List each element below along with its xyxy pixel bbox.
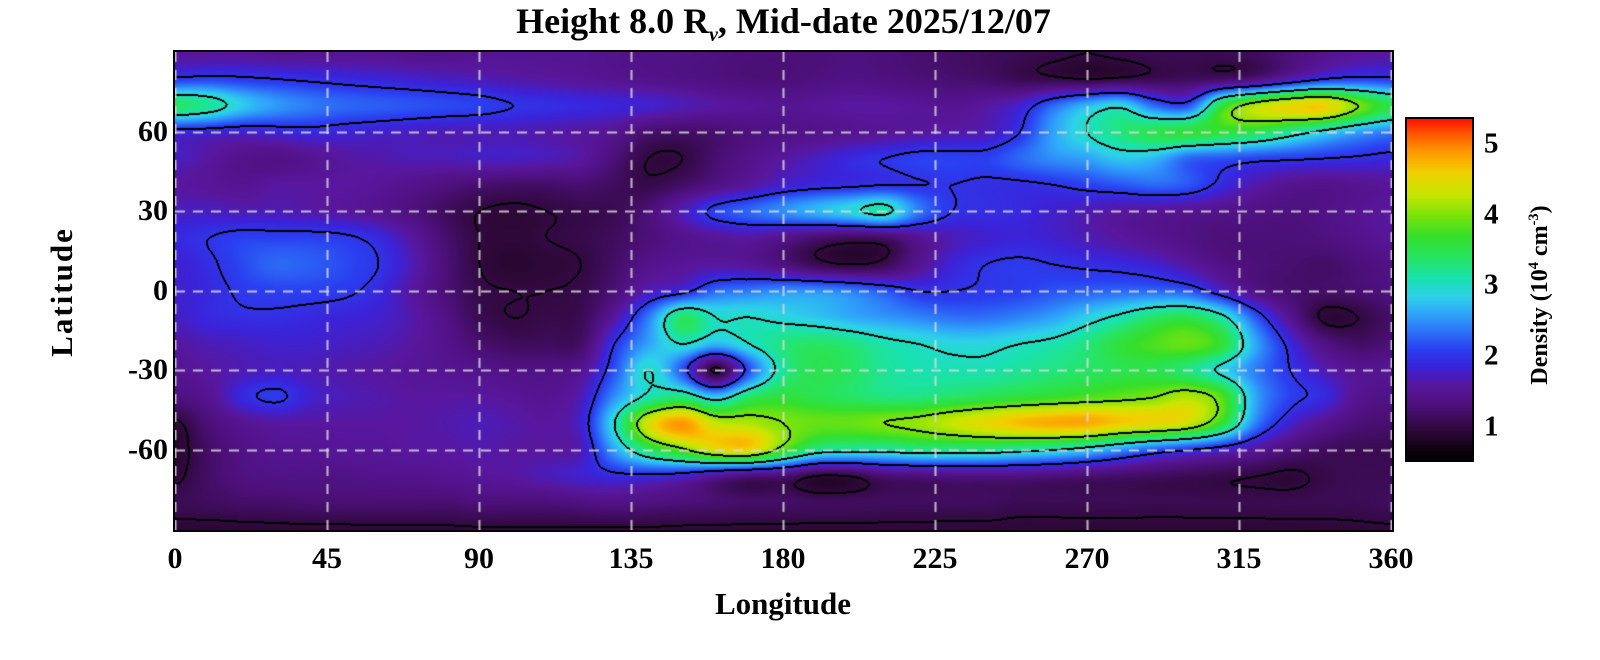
chart-title-date: , Mid-date 2025/12/07: [717, 1, 1051, 41]
chart-title-text: Height 8.0 R: [516, 1, 710, 41]
y-tick-label: 30: [138, 194, 168, 227]
colorbar-tick-label: 4: [1484, 198, 1499, 231]
y-tick-label: -60: [128, 432, 168, 466]
x-axis-title: Longitude: [714, 586, 852, 621]
chart-title-subscript: v: [709, 24, 718, 47]
x-tick-label: 315: [1216, 542, 1262, 575]
colorbar-title: Density (104 cm-3): [1526, 205, 1553, 385]
colorbar-tick-label: 1: [1484, 410, 1499, 443]
y-tick-label: 60: [138, 114, 168, 148]
x-tick-label: 0: [167, 542, 183, 575]
x-tick-label: 180: [760, 542, 806, 575]
plot-area: [173, 50, 1394, 532]
colorbar-tick-label: 3: [1484, 268, 1499, 301]
colorbar: [1405, 117, 1474, 462]
y-tick-label: -30: [128, 353, 168, 386]
y-tick-label: 0: [153, 273, 168, 307]
x-tick-label: 90: [464, 542, 494, 575]
chart-title: Height 8.0 Rv, Mid-date 2025/12/07: [175, 0, 1392, 47]
density-heatmap-canvas: [175, 52, 1392, 530]
colorbar-gradient-canvas: [1407, 119, 1472, 460]
colorbar-tick-label: 5: [1484, 127, 1499, 160]
x-tick-label: 225: [912, 542, 958, 575]
colorbar-tick-label: 2: [1484, 339, 1499, 372]
x-tick-label: 360: [1368, 542, 1414, 575]
x-tick-label: 135: [608, 542, 654, 575]
x-tick-label: 270: [1064, 542, 1110, 575]
x-tick-label: 45: [312, 542, 342, 575]
y-axis-title: Latitude: [44, 227, 79, 357]
